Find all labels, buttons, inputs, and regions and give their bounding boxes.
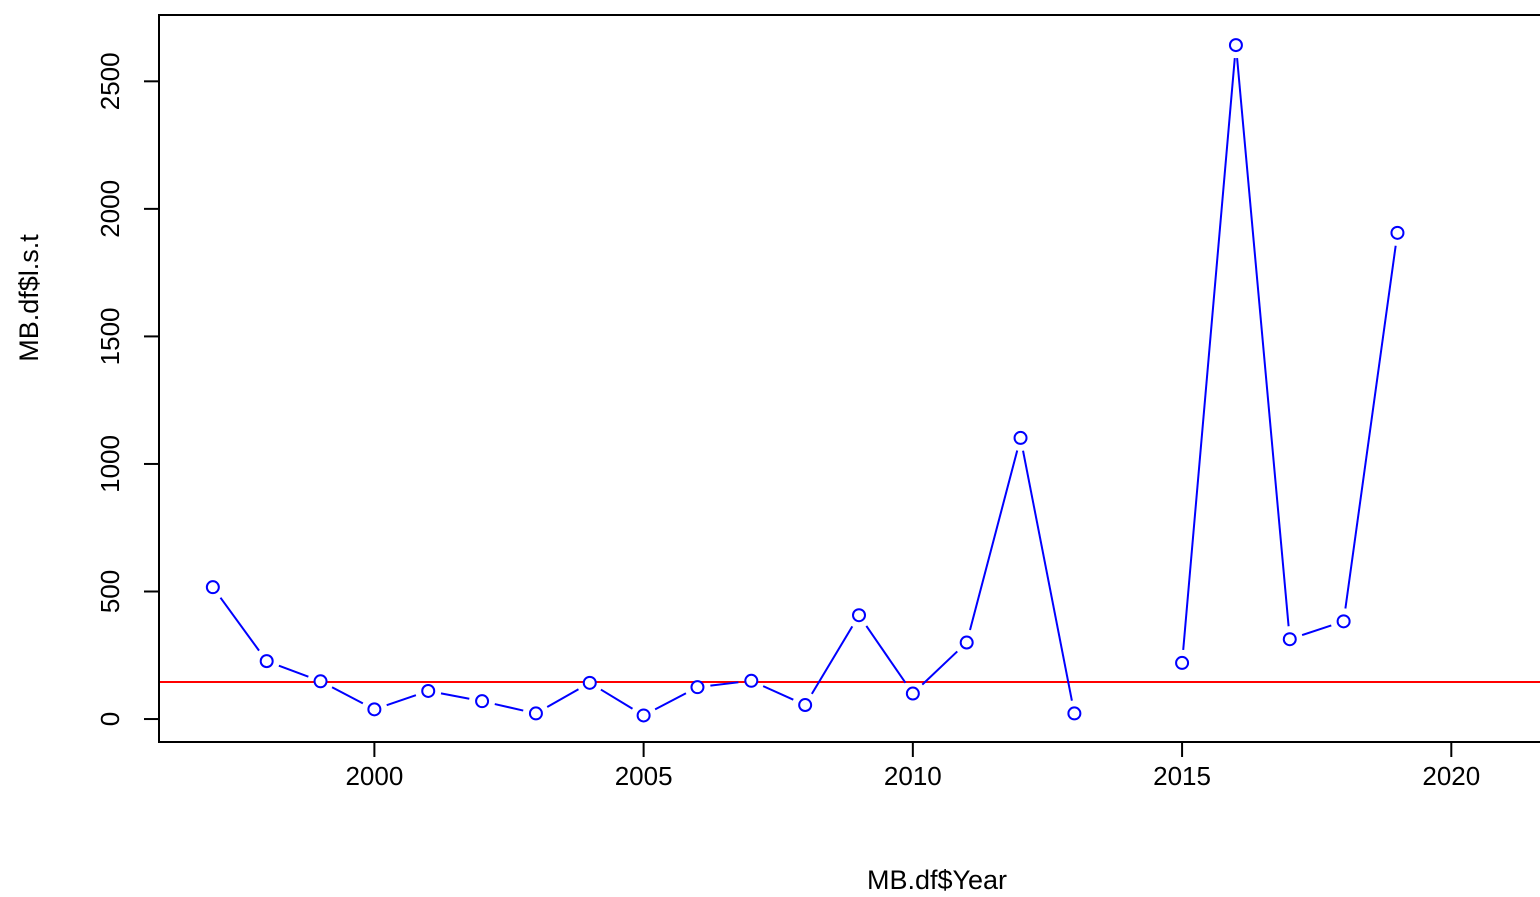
- series-segment: [1182, 57, 1236, 651]
- data-point: [528, 706, 543, 721]
- series-segment: [386, 694, 417, 707]
- series-segment: [440, 692, 470, 700]
- series-segment: [546, 688, 579, 708]
- series-segment: [865, 625, 907, 684]
- x-axis: 2000 2005 2010 2015 2020: [345, 741, 1480, 791]
- data-point: [959, 635, 974, 650]
- data-point: [205, 580, 220, 595]
- y-tick-label: 2500: [95, 52, 125, 110]
- data-point: [636, 708, 651, 723]
- data-point: [367, 702, 382, 717]
- x-tick-label: 2010: [884, 761, 942, 791]
- data-point: [582, 675, 597, 690]
- series-segment: [810, 625, 854, 695]
- y-tick-label: 2000: [95, 180, 125, 238]
- data-point: [1175, 655, 1190, 670]
- series-segment: [600, 688, 634, 710]
- data-point: [259, 654, 274, 669]
- data-point: [1390, 225, 1405, 240]
- data-point: [475, 694, 490, 709]
- x-tick-label: 2020: [1422, 761, 1480, 791]
- data-point: [798, 698, 813, 713]
- data-point: [1228, 38, 1243, 53]
- series-segment: [969, 450, 1019, 631]
- data-point: [1336, 614, 1351, 629]
- data-point: [421, 683, 436, 698]
- data-point: [1067, 706, 1082, 721]
- y-tick-label: 500: [95, 570, 125, 613]
- data-point: [905, 686, 920, 701]
- y-tick-label: 1500: [95, 307, 125, 365]
- series-segment: [331, 686, 364, 705]
- data-point: [852, 608, 866, 623]
- x-tick-label: 2000: [345, 761, 403, 791]
- series-segment: [278, 664, 309, 678]
- series-segment: [1236, 57, 1290, 627]
- x-axis-title: MB.df$Year: [867, 865, 1007, 895]
- y-tick-label: 1000: [95, 435, 125, 493]
- x-tick-label: 2005: [615, 761, 673, 791]
- series-segment: [219, 597, 260, 652]
- data-point: [1013, 430, 1028, 445]
- series-segment: [494, 703, 524, 712]
- y-axis: 0 500 1000 1500 2000 2500: [95, 52, 160, 726]
- data-point: [690, 680, 705, 695]
- y-axis-title: MB.df$l.s.t: [14, 234, 44, 362]
- series-segment: [1344, 245, 1397, 609]
- y-tick-label: 0: [95, 712, 125, 726]
- series-segment: [1022, 450, 1073, 701]
- series-segment: [921, 650, 958, 686]
- x-tick-label: 2015: [1153, 761, 1211, 791]
- series-segment: [762, 685, 794, 701]
- data-point: [313, 674, 328, 689]
- series-segment: [1301, 624, 1332, 637]
- series-segment: [654, 692, 687, 711]
- series-segment: [710, 681, 739, 687]
- data-point: [1282, 632, 1297, 647]
- data-point: [744, 673, 759, 688]
